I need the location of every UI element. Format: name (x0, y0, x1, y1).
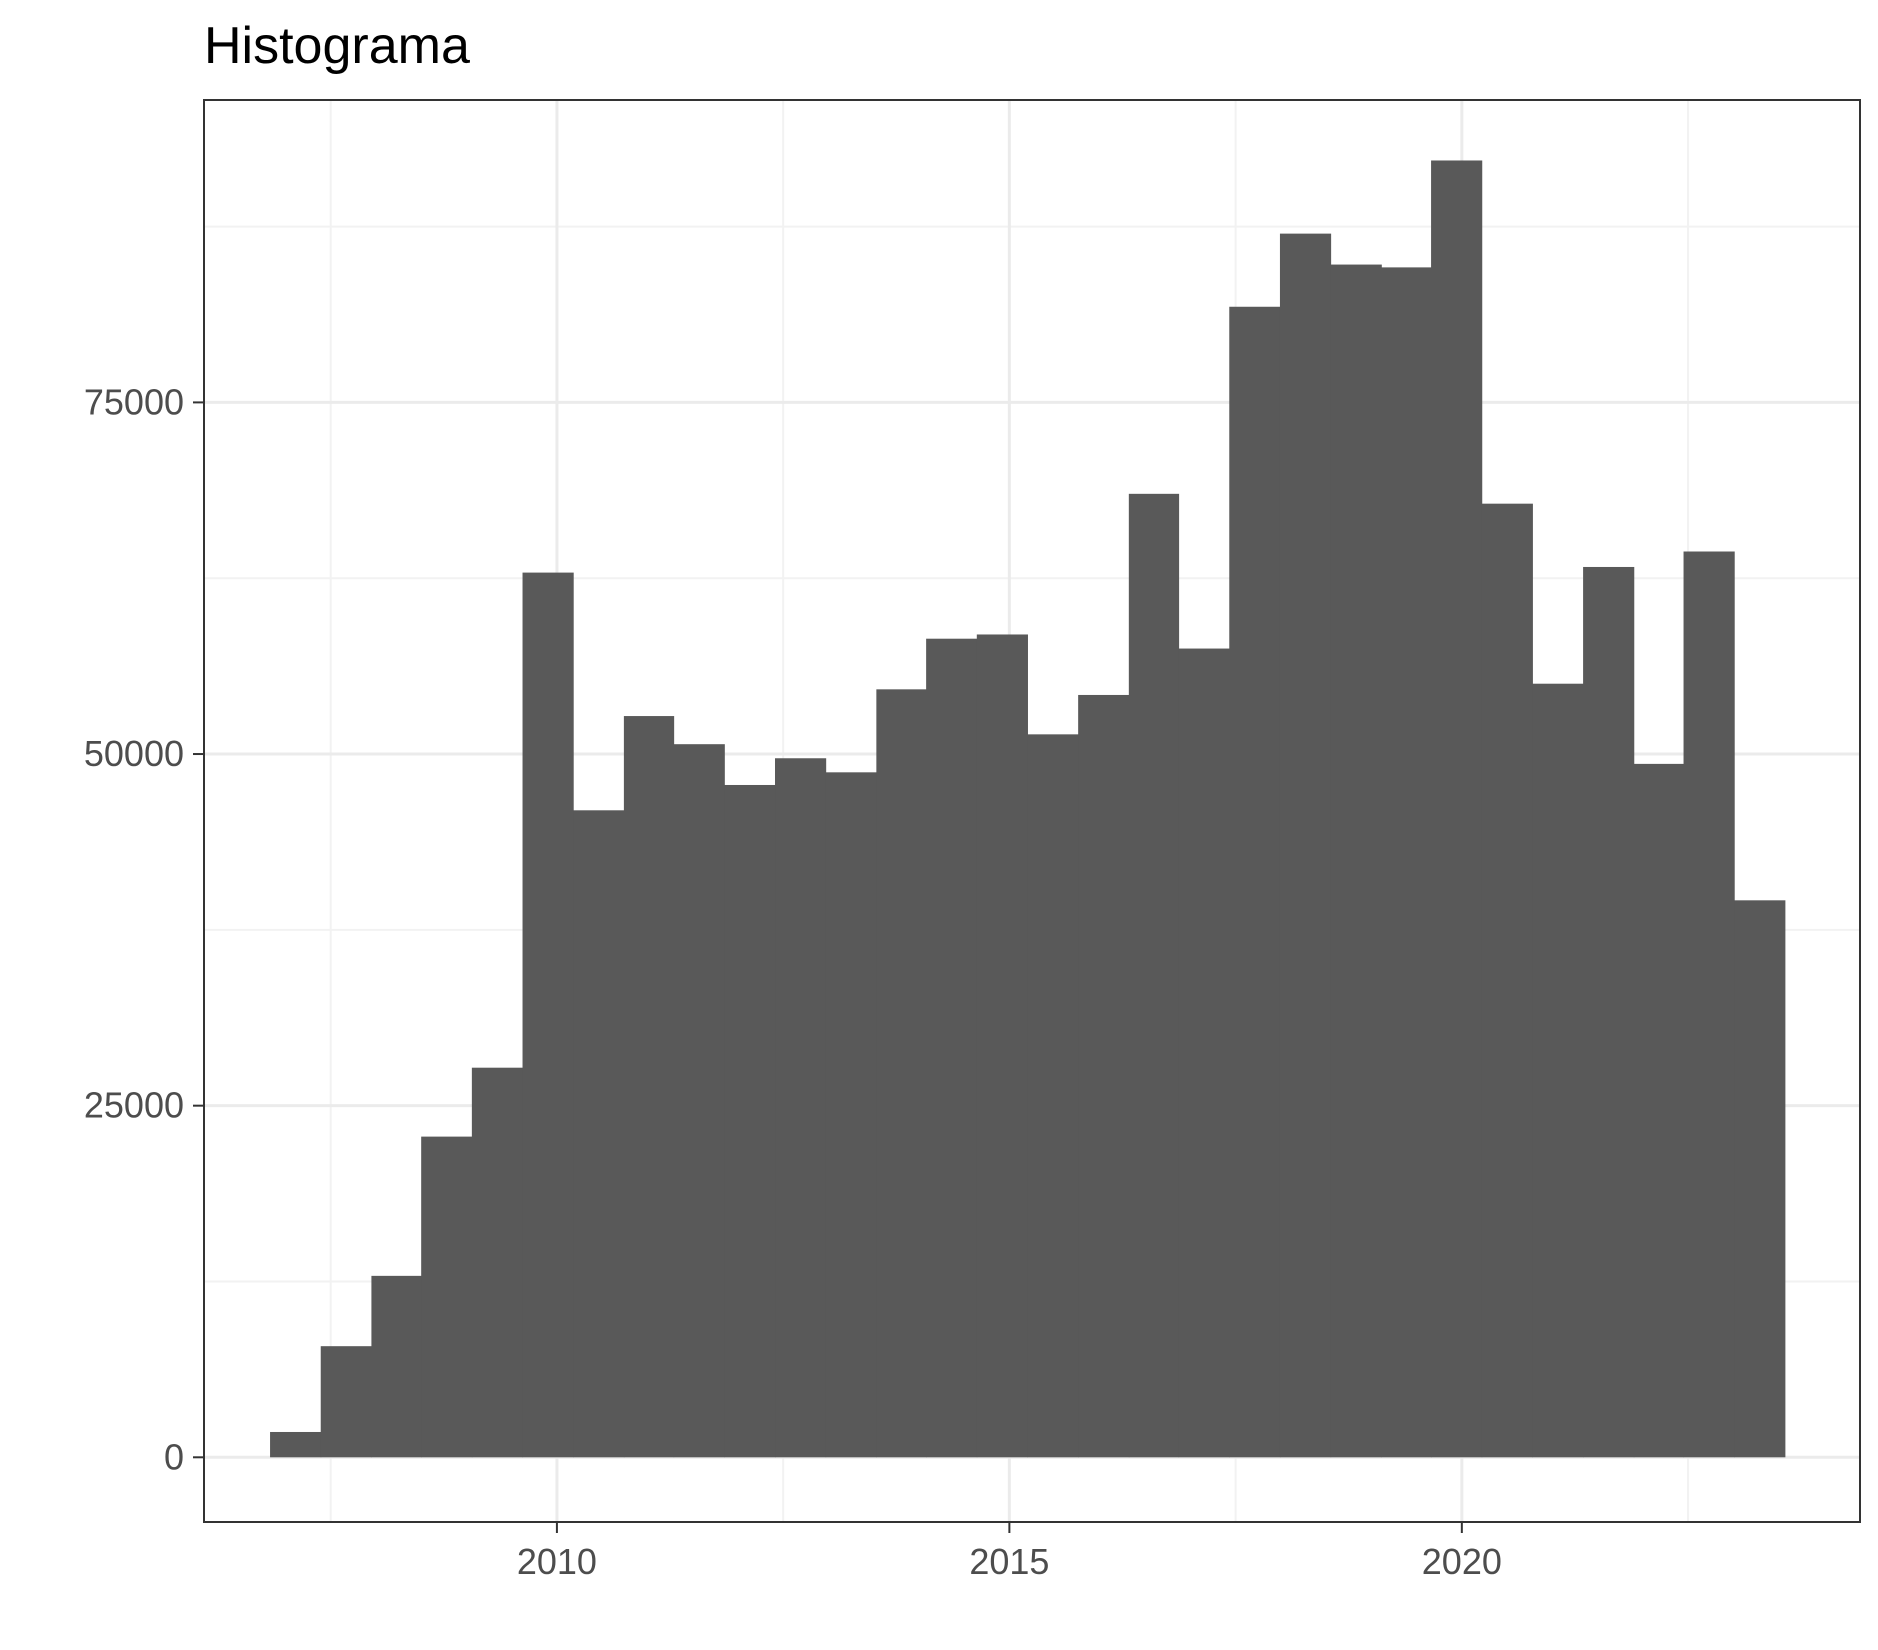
histogram-bar (926, 638, 978, 1458)
histogram-bar (976, 634, 1028, 1458)
histogram-bar (1279, 233, 1332, 1458)
histogram-bar (471, 1067, 524, 1458)
histogram-bar (1178, 648, 1230, 1458)
histogram-bar (522, 572, 574, 1458)
histogram-bar (1532, 683, 1584, 1458)
y-tick-label: 0 (164, 1436, 184, 1477)
panel-border (203, 99, 1861, 1523)
y-tick-label: 75000 (84, 381, 184, 422)
x-tick-label: 2015 (969, 1541, 1049, 1582)
y-tick-label: 25000 (84, 1085, 184, 1126)
histogram-bar (573, 810, 625, 1458)
histogram-bar (1027, 734, 1079, 1458)
histogram-bar (371, 1275, 422, 1458)
chart-title: Histograma (204, 17, 470, 75)
histogram-bar (724, 784, 776, 1458)
histogram-bar (1330, 264, 1382, 1458)
histogram-bar (1431, 160, 1483, 1458)
histogram-bar (320, 1346, 372, 1458)
histogram-bars (270, 160, 1786, 1458)
histogram-bar (876, 689, 927, 1458)
histogram-bar (623, 716, 675, 1458)
histogram-bar (1683, 551, 1735, 1458)
histogram-bar (1481, 503, 1533, 1458)
histogram-bar (1633, 763, 1685, 1458)
histogram-bar (1734, 900, 1786, 1458)
x-tick-label: 2010 (517, 1541, 597, 1582)
histogram-bar (1128, 493, 1180, 1458)
y-tick-label: 50000 (84, 733, 184, 774)
histogram-bar (1229, 306, 1281, 1458)
x-tick-label: 2020 (1422, 1541, 1502, 1582)
histogram-bar (673, 744, 725, 1458)
histogram-bar (825, 772, 877, 1458)
histogram-bar (775, 758, 827, 1458)
histogram-bar (1583, 566, 1635, 1458)
histogram-bar (421, 1136, 473, 1458)
axis-ticks: 2010 2015 2020 0 25000 50000 75000 (84, 381, 1502, 1582)
histogram-bar (1381, 267, 1432, 1458)
histogram-bar (270, 1431, 322, 1458)
histogram-bar (1078, 694, 1130, 1458)
